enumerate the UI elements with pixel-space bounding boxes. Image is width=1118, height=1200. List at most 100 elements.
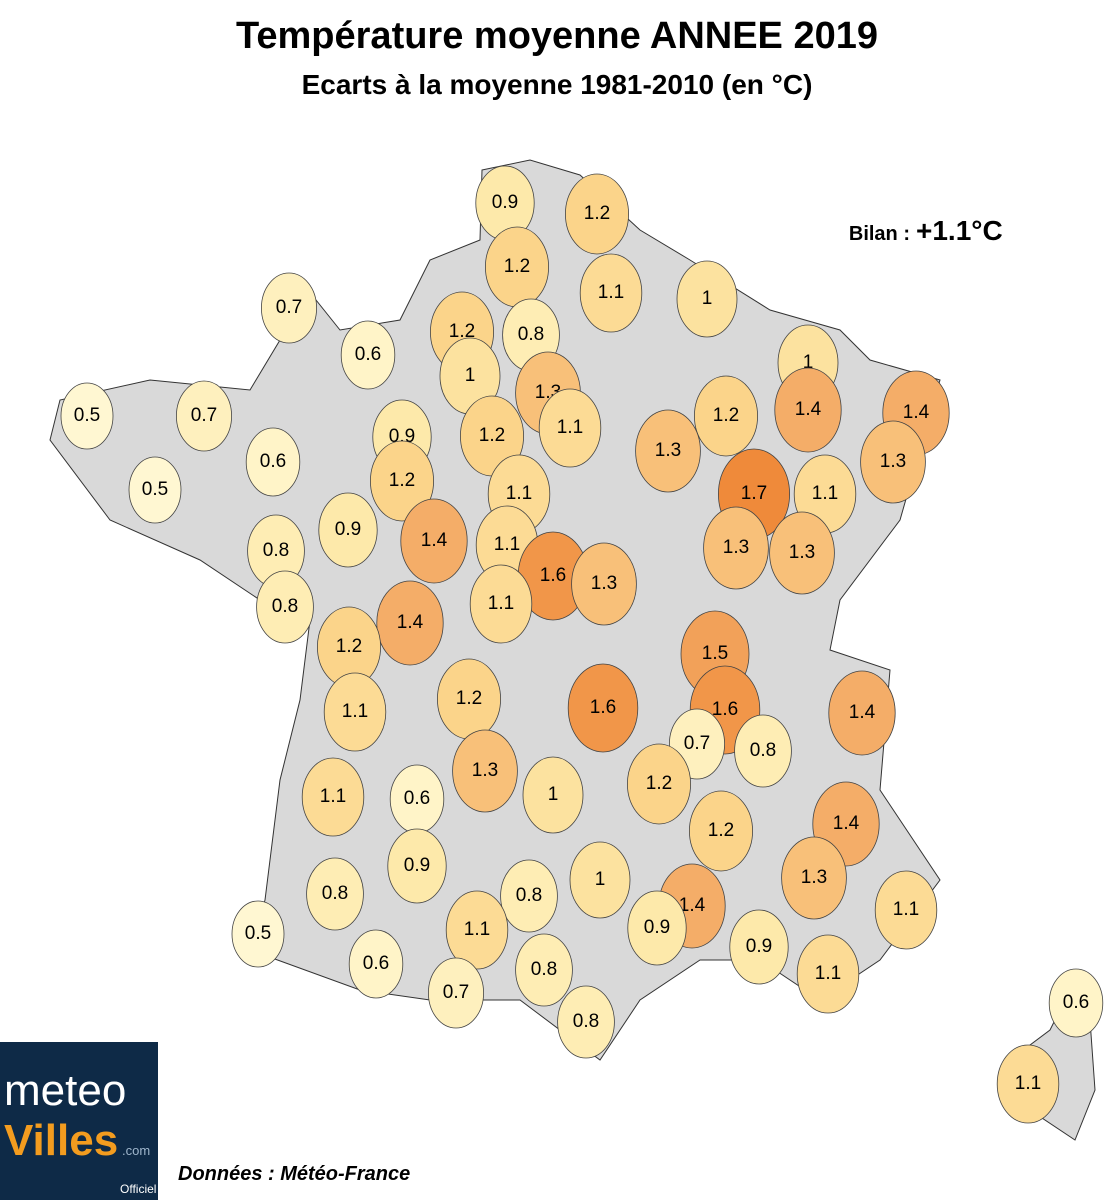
logo-badge: Officiel <box>120 1182 156 1196</box>
temperature-marker <box>828 670 896 756</box>
temperature-marker <box>301 757 365 837</box>
temperature-marker <box>348 929 404 999</box>
temperature-marker <box>427 957 484 1029</box>
marker-label: 1 <box>702 288 713 309</box>
marker-label: 1.1 <box>342 701 368 722</box>
temperature-marker <box>565 173 630 255</box>
marker-label: 0.6 <box>404 788 430 809</box>
marker-label: 1.4 <box>849 702 876 723</box>
marker-label: 1.4 <box>397 612 424 633</box>
summary-label: Bilan : <box>849 223 910 245</box>
temperature-marker <box>515 933 573 1007</box>
marker-label: 0.7 <box>276 297 302 318</box>
temperature-marker <box>469 564 533 644</box>
temperature-marker <box>996 1044 1060 1124</box>
marker-label: 1.4 <box>679 895 706 916</box>
temperature-marker <box>60 382 114 450</box>
marker-label: 1.4 <box>795 399 822 420</box>
logo-text: Villes <box>4 1116 118 1165</box>
marker-label: 1 <box>803 352 814 373</box>
marker-label: 0.7 <box>443 982 469 1003</box>
marker-label: 1.6 <box>712 699 738 720</box>
marker-label: 0.6 <box>260 451 286 472</box>
marker-label: 1.1 <box>893 899 919 920</box>
temperature-marker <box>796 934 860 1014</box>
marker-label: 1.2 <box>713 405 739 426</box>
marker-label: 0.9 <box>644 917 670 938</box>
marker-label: 1.2 <box>584 203 610 224</box>
marker-label: 1.2 <box>479 425 505 446</box>
marker-label: 1 <box>465 365 476 386</box>
marker-label: 0.9 <box>492 192 518 213</box>
temperature-marker <box>579 253 643 333</box>
marker-label: 1.3 <box>789 542 815 563</box>
marker-label: 1.5 <box>702 643 728 664</box>
marker-label: 1.2 <box>504 256 530 277</box>
marker-label: 0.8 <box>272 596 298 617</box>
temperature-marker <box>175 380 232 452</box>
temperature-marker <box>445 890 509 970</box>
temperature-marker <box>860 420 926 504</box>
marker-label: 0.5 <box>74 405 100 426</box>
marker-label: 1.4 <box>903 402 930 423</box>
marker-label: 0.9 <box>404 855 430 876</box>
marker-label: 1.2 <box>336 636 362 657</box>
temperature-marker <box>781 836 847 920</box>
temperature-marker <box>729 909 789 985</box>
temperature-marker <box>256 570 314 644</box>
marker-label: 1.2 <box>389 470 415 491</box>
logo-bg <box>0 1042 158 1200</box>
temperature-marker <box>627 890 687 966</box>
temperature-marker <box>376 580 444 666</box>
temperature-marker <box>694 375 759 457</box>
temperature-marker <box>689 790 754 872</box>
temperature-marker <box>318 492 378 568</box>
marker-label: 1.2 <box>646 773 672 794</box>
marker-label: 0.8 <box>573 1011 599 1032</box>
temperature-marker <box>635 409 701 493</box>
temperature-marker <box>627 743 692 825</box>
summary-value: +1.1°C <box>916 215 1003 246</box>
marker-label: 0.7 <box>191 405 217 426</box>
temperature-marker <box>538 388 602 468</box>
temperature-marker <box>340 320 396 390</box>
marker-label: 1.1 <box>494 534 520 555</box>
temperature-marker <box>557 985 615 1059</box>
temperature-marker <box>231 900 285 968</box>
marker-label: 0.9 <box>335 519 361 540</box>
marker-label: 1.1 <box>598 282 624 303</box>
marker-label: 1.3 <box>801 867 827 888</box>
logo-text: .com <box>122 1143 150 1158</box>
marker-label: 1.1 <box>1015 1073 1041 1094</box>
temperature-marker <box>734 714 792 788</box>
marker-label: 1.6 <box>540 565 566 586</box>
marker-label: 1 <box>548 784 559 805</box>
temperature-marker <box>569 841 631 919</box>
temperature-marker <box>1048 968 1104 1038</box>
marker-label: 1.4 <box>421 530 448 551</box>
marker-label: 0.8 <box>531 959 557 980</box>
marker-label: 1.1 <box>320 786 346 807</box>
marker-label: 1.3 <box>472 760 498 781</box>
marker-label: 1.1 <box>557 417 583 438</box>
title: Température moyenne ANNEE 2019 <box>236 15 878 57</box>
marker-label: 0.9 <box>746 936 772 957</box>
marker-label: 1.7 <box>741 483 767 504</box>
temperature-marker <box>676 260 738 338</box>
marker-label: 0.8 <box>518 324 544 345</box>
temperature-marker <box>769 511 835 595</box>
marker-label: 1.4 <box>833 813 860 834</box>
temperature-marker <box>774 367 842 453</box>
marker-label: 1.6 <box>590 697 616 718</box>
marker-label: 0.6 <box>363 953 389 974</box>
marker-label: 0.8 <box>263 540 289 561</box>
temperature-marker <box>128 456 182 524</box>
temperature-marker <box>387 828 447 904</box>
source: Données : Météo-France <box>178 1163 410 1185</box>
marker-label: 1.3 <box>591 573 617 594</box>
temperature-marker <box>500 859 558 933</box>
temperature-marker <box>369 440 434 522</box>
temperature-marker <box>567 663 639 753</box>
marker-label: 0.8 <box>750 740 776 761</box>
